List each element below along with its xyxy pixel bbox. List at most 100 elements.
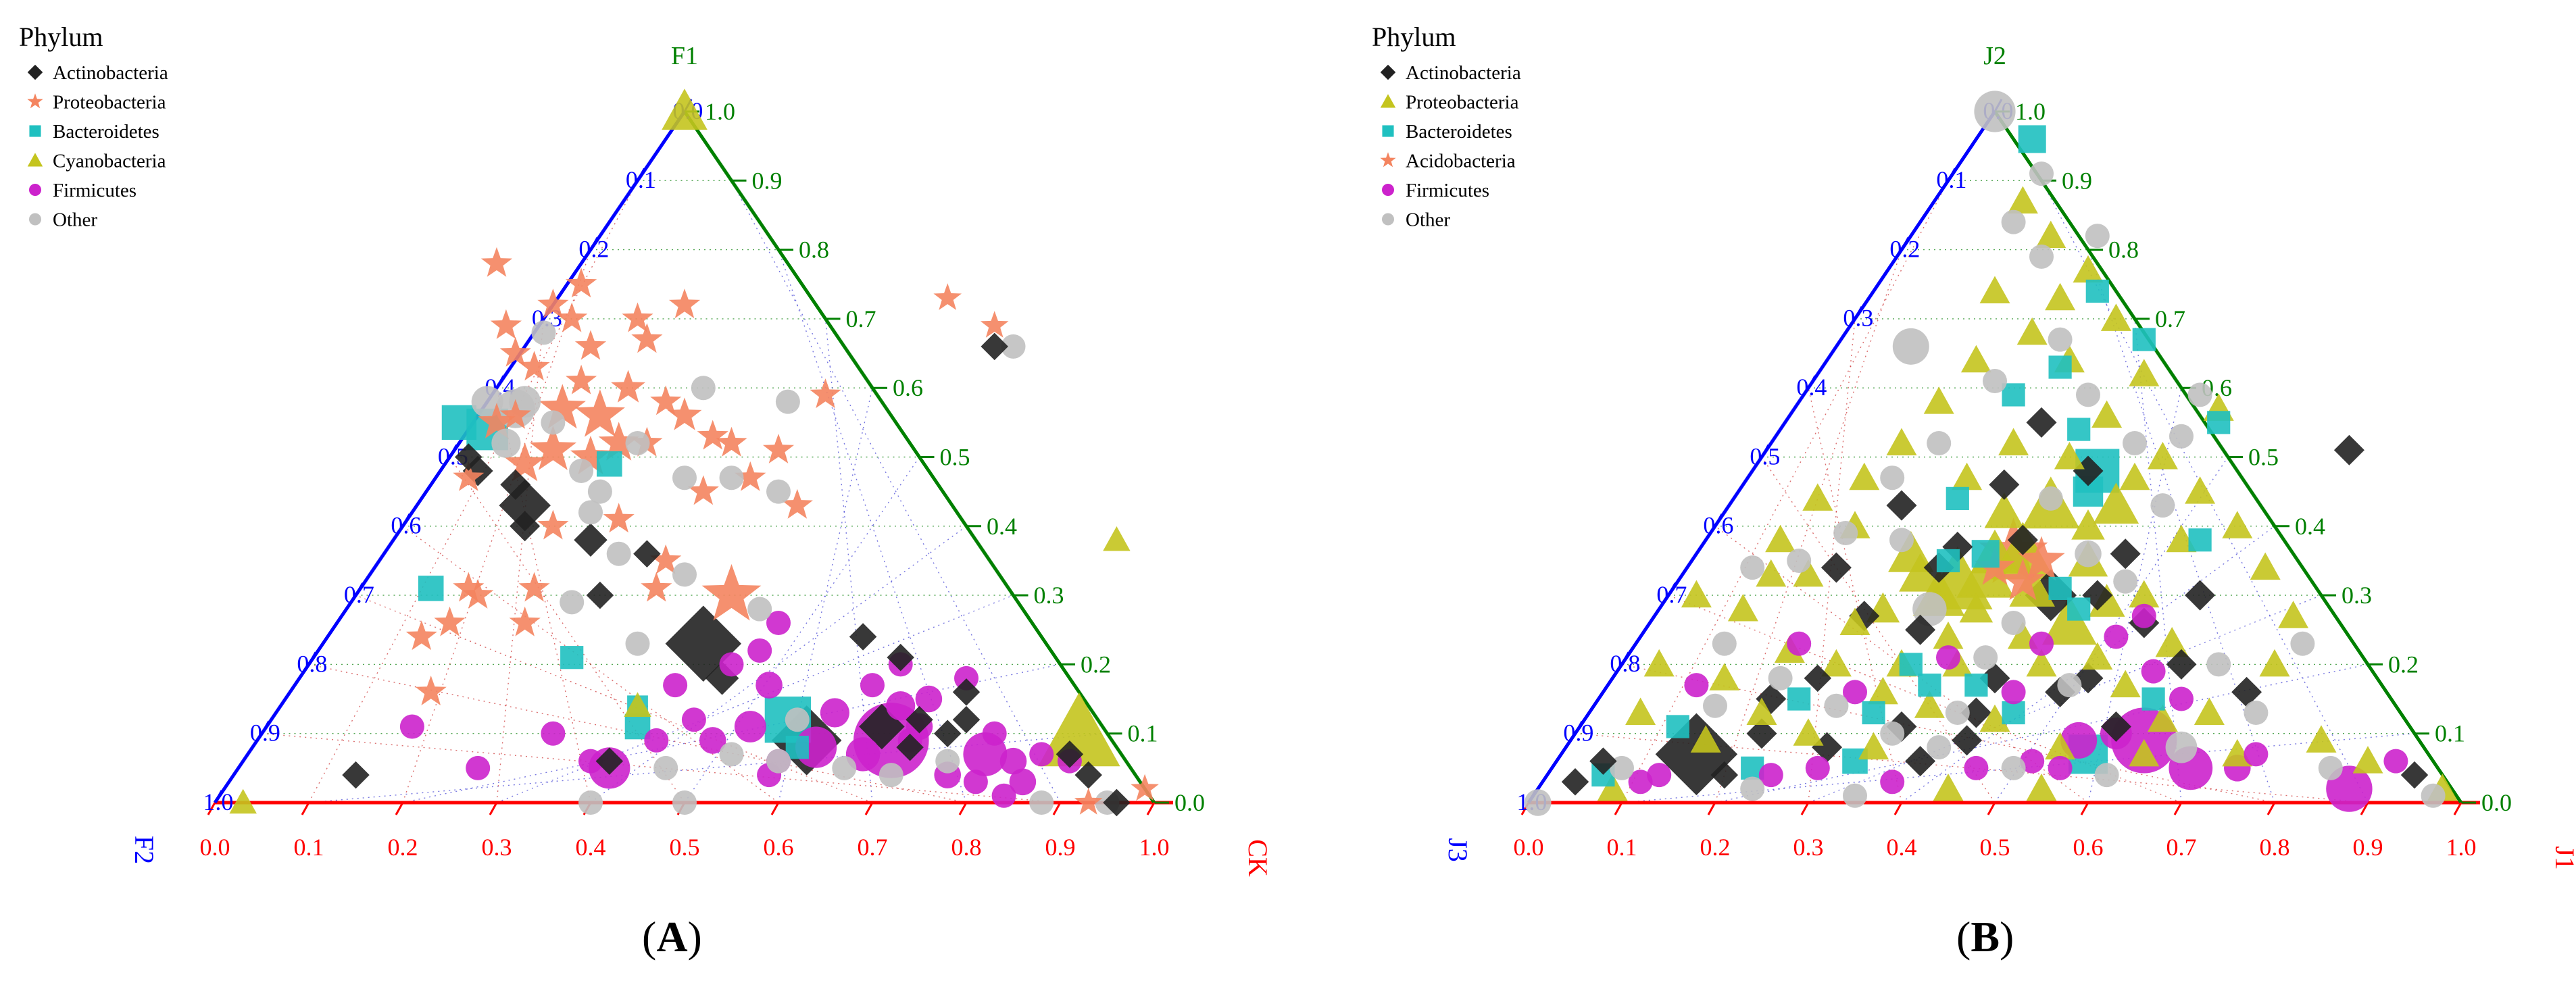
data-point [2244, 742, 2269, 767]
data-point [1647, 763, 1672, 788]
legend-label: Acidobacteria [1406, 151, 1516, 172]
data-point [1880, 721, 1905, 746]
legend-marker [1380, 94, 1396, 108]
data-point [2048, 327, 2073, 352]
data-point [2169, 424, 2194, 449]
data-point [697, 420, 728, 450]
data-point [491, 428, 521, 458]
tick-bottom [2267, 802, 2276, 815]
data-point [2026, 407, 2057, 438]
data-point [499, 336, 531, 367]
data-point [1927, 431, 1952, 456]
data-point [1923, 386, 1954, 414]
data-point [2132, 328, 2156, 351]
data-point [2169, 686, 2194, 711]
data-point [775, 389, 800, 414]
data-point [1862, 701, 1885, 725]
data-point [1727, 594, 1758, 622]
data-point [785, 736, 809, 759]
data-point [933, 283, 962, 310]
data-point [455, 443, 482, 471]
legend-title: Phylum [1372, 22, 1456, 52]
data-point [2091, 400, 2123, 428]
tick-label-bottom: 0.4 [1887, 834, 1917, 861]
tick-left [1714, 513, 1723, 527]
data-point [878, 763, 903, 788]
data-point [1849, 462, 1880, 490]
tick-label-bottom: 0.5 [1980, 834, 2010, 861]
tick-bottom [1707, 802, 1716, 815]
tick-label-left: 0.9 [250, 720, 280, 747]
data-point [2259, 649, 2290, 677]
data-point [2100, 711, 2131, 742]
data-point [747, 597, 772, 622]
tick-bottom [1800, 802, 1810, 815]
data-point [1787, 631, 1812, 656]
tick-left [1620, 651, 1630, 665]
data-point [2187, 382, 2212, 407]
data-point [1758, 763, 1783, 788]
data-point [1952, 462, 1983, 490]
data-point [2150, 493, 2175, 518]
legend-label: Bacteroidetes [53, 121, 159, 143]
tick-label-right: 0.9 [752, 167, 783, 194]
data-point [598, 422, 639, 461]
tick-label-bottom: 0.5 [670, 834, 700, 861]
data-point [672, 790, 697, 815]
tick-label-bottom: 1.0 [1139, 834, 1170, 861]
data-point [2054, 442, 2085, 470]
data-point [952, 678, 981, 706]
tick-label-right: 0.0 [2481, 789, 2512, 816]
data-point [556, 302, 588, 332]
data-point [1746, 697, 1777, 726]
data-point [586, 581, 614, 609]
ternary-panel-a: Phylum Actinobacteria Proteobacteria Bacte… [19, 22, 1273, 961]
data-point [518, 351, 550, 381]
data-point [504, 443, 545, 482]
data-point [1597, 774, 1628, 801]
data-point [963, 770, 988, 795]
data-point [1074, 788, 1103, 815]
data-point [2067, 597, 2091, 621]
data-point [849, 623, 877, 651]
data-point [2002, 701, 2025, 725]
data-point [2147, 704, 2178, 732]
data-point [1787, 687, 1811, 711]
data-point [1765, 524, 1796, 553]
data-point [2073, 255, 2104, 283]
tick-label-bottom: 0.9 [1045, 834, 1076, 861]
data-point [1945, 701, 1970, 726]
data-point [1918, 673, 1941, 697]
corner-label-top: F1 [671, 42, 698, 70]
data-point [662, 89, 708, 130]
tick-bottom [207, 802, 216, 815]
data-point [1625, 697, 1656, 726]
data-point [1843, 783, 1867, 808]
data-point [453, 461, 485, 491]
panel-label: (A) [642, 913, 702, 961]
data-point [1964, 755, 1989, 780]
tick-label-left: 0.8 [1610, 650, 1640, 677]
data-point [587, 479, 612, 504]
data-point [2038, 486, 2063, 511]
data-point [453, 572, 485, 602]
tick-bottom [395, 802, 404, 815]
data-point [2020, 749, 2045, 774]
data-point [2185, 580, 2216, 611]
tick-bottom [770, 802, 780, 815]
tick-label-right: 1.0 [2015, 98, 2046, 125]
tick-left [589, 236, 599, 251]
data-point [2207, 411, 2231, 434]
grid-line [308, 733, 1108, 803]
data-point [566, 268, 597, 298]
data-point [952, 705, 981, 734]
grid-line [590, 526, 967, 803]
tick-left [1807, 375, 1816, 388]
legend: Phylum Actinobacteria Proteobacteria Bacte… [1372, 22, 1521, 231]
data-point [1858, 732, 1889, 760]
data-point [832, 755, 857, 780]
data-point [747, 638, 772, 663]
data-point [1756, 559, 1787, 587]
data-point [1933, 621, 1964, 649]
data-point [2076, 382, 2100, 407]
